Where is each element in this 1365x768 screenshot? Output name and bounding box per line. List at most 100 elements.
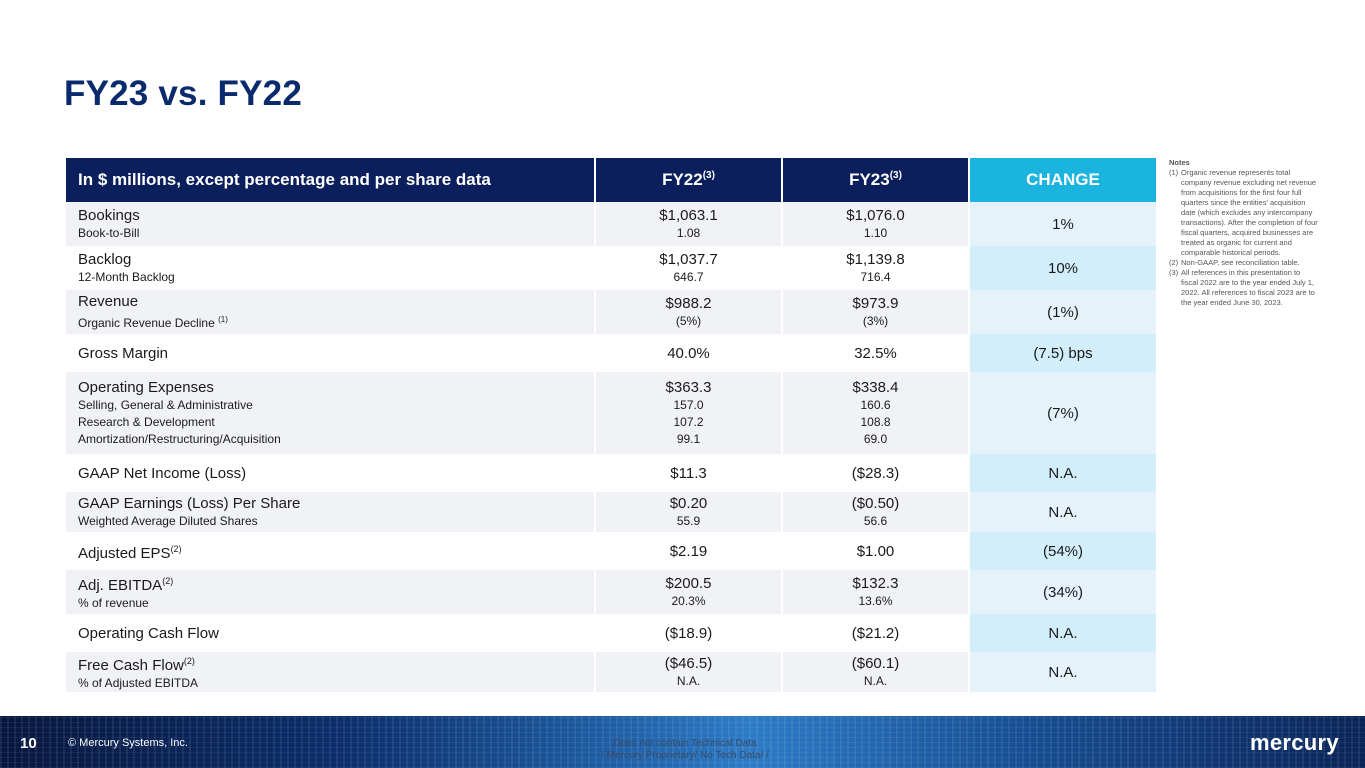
change-cell: N.A.: [969, 492, 1156, 532]
note-number: (1): [1169, 168, 1179, 177]
row-label: Operating Expenses: [78, 379, 214, 396]
note-text: All references in this presentation to f…: [1181, 268, 1315, 307]
row-sublabel: Organic Revenue Decline (1): [78, 315, 228, 330]
fy22-subvalue: N.A.: [676, 674, 701, 688]
fy22-cell: $200.5 20.3%: [595, 570, 783, 614]
table-header-row: In $ millions, except percentage and per…: [66, 158, 1156, 202]
row-label-cell: Backlog 12-Month Backlog: [66, 246, 596, 290]
table-row-free-cash-flow: Free Cash Flow(2) % of Adjusted EBITDA (…: [66, 652, 1156, 692]
disclaimer-line: / Mercury Proprietary/ No Tech Data/ /: [601, 750, 769, 761]
fy22-value: $1,063.1: [659, 207, 718, 224]
row-label-cell: Gross Margin: [66, 334, 596, 372]
fy22-cell: $1,037.7 646.7: [595, 246, 783, 290]
table-row-revenue: Revenue Organic Revenue Decline (1) $988…: [66, 290, 1156, 334]
row-label: Free Cash Flow(2): [78, 656, 195, 674]
row-label: Revenue: [78, 293, 139, 310]
header-change: CHANGE: [969, 158, 1156, 202]
notes-heading: Notes: [1169, 158, 1190, 167]
change-cell: (7.5) bps: [969, 334, 1156, 372]
fy22-value: $0.20: [669, 495, 708, 512]
fy22-cell: 40.0%: [595, 334, 783, 372]
fy23-cell: $1.00: [782, 532, 970, 570]
table-row-adj-ebitda: Adj. EBITDA(2) % of revenue $200.5 20.3%…: [66, 570, 1156, 614]
row-sublabel: Weighted Average Diluted Shares: [78, 514, 258, 528]
table-row-backlog: Backlog 12-Month Backlog $1,037.7 646.7 …: [66, 246, 1156, 290]
fy22-cell: $988.2 (5%): [595, 290, 783, 334]
table-row-gaap-eps: GAAP Earnings (Loss) Per Share Weighted …: [66, 492, 1156, 532]
fy22-subvalue: 1.08: [676, 226, 701, 240]
fy22-subvalue: 99.1: [676, 432, 701, 446]
fy22-value: 40.0%: [667, 344, 710, 362]
fy23-cell: ($28.3): [782, 454, 970, 492]
fy22-subvalue: 646.7: [673, 270, 704, 284]
fy23-value: $973.9: [852, 295, 899, 312]
table-row-gross-margin: Gross Margin 40.0% 32.5% (7.5) bps: [66, 334, 1156, 372]
row-label-cell: GAAP Net Income (Loss): [66, 454, 596, 492]
fy23-value: $1,139.8: [846, 251, 905, 268]
data-disclaimer: Does not contain Technical Data / Mercur…: [560, 738, 810, 762]
financial-comparison-table: In $ millions, except percentage and per…: [66, 158, 1156, 692]
row-label: Operating Cash Flow: [78, 624, 219, 642]
header-fy23: FY23(3): [782, 158, 970, 202]
fy22-value: $363.3: [665, 379, 712, 396]
row-sublabel: Selling, General & Administrative: [78, 398, 253, 412]
row-sublabel: Research & Development: [78, 415, 215, 429]
change-cell: 1%: [969, 202, 1156, 246]
note-item: (1) Organic revenue represents total com…: [1169, 168, 1319, 258]
fy23-cell: 32.5%: [782, 334, 970, 372]
fy22-cell: $2.19: [595, 532, 783, 570]
change-cell: 10%: [969, 246, 1156, 290]
page-number: 10: [20, 735, 37, 752]
fy23-cell: ($0.50) 56.6: [782, 492, 970, 532]
disclaimer-line: Does not contain Technical Data: [613, 738, 757, 749]
row-label: GAAP Earnings (Loss) Per Share: [78, 495, 301, 512]
fy22-subvalue: (5%): [675, 314, 702, 328]
header-fy22: FY22(3): [595, 158, 783, 202]
change-cell: N.A.: [969, 652, 1156, 692]
fy22-subvalue: 55.9: [676, 514, 701, 528]
row-label-cell: Operating Expenses Selling, General & Ad…: [66, 372, 596, 454]
fy23-subvalue: (3%): [862, 314, 889, 328]
note-item: (2) Non-GAAP, see reconciliation table.: [1169, 258, 1319, 268]
fy22-cell: $363.3 157.0 107.2 99.1: [595, 372, 783, 454]
fy23-value: $1,076.0: [846, 207, 905, 224]
fy23-value: ($60.1): [851, 655, 900, 672]
fy23-cell: $338.4 160.6 108.8 69.0: [782, 372, 970, 454]
row-label: GAAP Net Income (Loss): [78, 464, 247, 482]
fy22-subvalue: 107.2: [673, 415, 704, 429]
fy23-value: $1.00: [856, 542, 895, 560]
row-label-cell: Revenue Organic Revenue Decline (1): [66, 290, 596, 334]
fy23-value: ($0.50): [851, 495, 900, 512]
row-label-cell: Bookings Book-to-Bill: [66, 202, 596, 246]
change-cell: (54%): [969, 532, 1156, 570]
note-number: (2): [1169, 258, 1179, 267]
note-number: (3): [1169, 268, 1179, 277]
change-cell: N.A.: [969, 614, 1156, 652]
fy22-value: ($18.9): [664, 624, 713, 642]
fy23-value: $338.4: [852, 379, 899, 396]
table-row-operating-expenses: Operating Expenses Selling, General & Ad…: [66, 372, 1156, 454]
fy22-value: $2.19: [669, 542, 708, 560]
row-label: Backlog: [78, 251, 132, 268]
fy22-cell: ($46.5) N.A.: [595, 652, 783, 692]
fy23-cell: $1,139.8 716.4: [782, 246, 970, 290]
copyright-text: © Mercury Systems, Inc.: [68, 737, 188, 749]
fy23-value: ($21.2): [851, 624, 900, 642]
fy23-subvalue: N.A.: [863, 674, 888, 688]
fy22-value: $988.2: [665, 295, 712, 312]
note-text: Organic revenue represents total company…: [1181, 168, 1318, 257]
header-label: In $ millions, except percentage and per…: [66, 158, 596, 202]
note-text: Non-GAAP, see reconciliation table.: [1181, 258, 1300, 267]
page-title: FY23 vs. FY22: [64, 74, 303, 113]
fy23-subvalue: 716.4: [860, 270, 891, 284]
row-sublabel: % of Adjusted EBITDA: [78, 676, 199, 690]
table-row-gaap-net-income: GAAP Net Income (Loss) $11.3 ($28.3) N.A…: [66, 454, 1156, 492]
notes-panel: Notes (1) Organic revenue represents tot…: [1169, 158, 1319, 308]
row-label: Gross Margin: [78, 344, 169, 362]
mercury-logo: mercury: [1250, 730, 1339, 755]
fy23-value: $132.3: [852, 575, 899, 592]
row-label-cell: Adjusted EPS(2): [66, 532, 596, 570]
row-label: Bookings: [78, 207, 140, 224]
change-cell: (7%): [969, 372, 1156, 454]
row-label-cell: GAAP Earnings (Loss) Per Share Weighted …: [66, 492, 596, 532]
